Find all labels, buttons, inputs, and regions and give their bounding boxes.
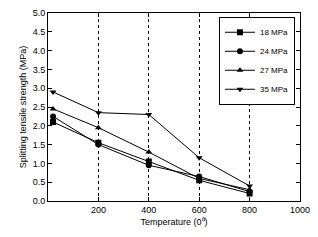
- svg-text:3.5: 3.5: [33, 65, 46, 75]
- svg-text:0.0: 0.0: [33, 196, 46, 206]
- svg-text:Splitting tensile strength (MP: Splitting tensile strength (MPa): [18, 46, 28, 169]
- svg-text:24 MPa: 24 MPa: [260, 47, 288, 56]
- svg-text:1.0: 1.0: [33, 159, 46, 169]
- svg-text:600: 600: [192, 205, 207, 215]
- svg-text:2.0: 2.0: [33, 121, 46, 131]
- svg-text:18 MPa: 18 MPa: [260, 28, 288, 37]
- svg-text:0.5: 0.5: [33, 177, 46, 187]
- svg-text:4.5: 4.5: [33, 27, 46, 37]
- svg-text:Temperature (0⁰): Temperature (0⁰): [140, 217, 207, 227]
- svg-text:4.0: 4.0: [33, 46, 46, 56]
- svg-text:3.0: 3.0: [33, 83, 46, 93]
- svg-text:5.0: 5.0: [33, 8, 46, 18]
- svg-text:200: 200: [91, 205, 106, 215]
- svg-text:27 MPa: 27 MPa: [260, 66, 288, 75]
- svg-text:800: 800: [242, 205, 257, 215]
- svg-text:1000: 1000: [290, 205, 310, 215]
- svg-text:1.5: 1.5: [33, 140, 46, 150]
- svg-text:2.5: 2.5: [33, 102, 46, 112]
- svg-text:35 MPa: 35 MPa: [260, 85, 288, 94]
- svg-text:400: 400: [141, 205, 156, 215]
